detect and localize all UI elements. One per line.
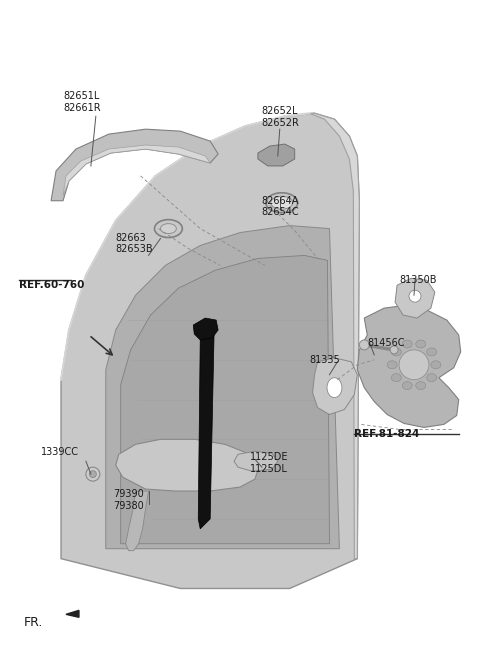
Text: 82663
82653B: 82663 82653B <box>116 233 153 254</box>
Text: 1125DE
1125DL: 1125DE 1125DL <box>250 452 288 474</box>
Ellipse shape <box>402 340 412 348</box>
Polygon shape <box>258 144 295 166</box>
Text: 81350B: 81350B <box>399 276 437 285</box>
Ellipse shape <box>160 224 176 234</box>
Polygon shape <box>234 451 278 471</box>
Ellipse shape <box>391 348 401 356</box>
Polygon shape <box>63 145 210 195</box>
Ellipse shape <box>427 348 437 356</box>
Ellipse shape <box>327 378 342 398</box>
Ellipse shape <box>89 470 96 478</box>
Ellipse shape <box>391 374 401 382</box>
Polygon shape <box>193 318 218 340</box>
Text: 82652L
82652R: 82652L 82652R <box>262 106 300 128</box>
Text: 79390
79380: 79390 79380 <box>113 489 144 510</box>
Ellipse shape <box>399 350 429 380</box>
Text: 81456C: 81456C <box>367 338 405 348</box>
Polygon shape <box>198 330 214 529</box>
Polygon shape <box>116 440 260 491</box>
Ellipse shape <box>427 374 437 382</box>
Ellipse shape <box>409 290 421 302</box>
Ellipse shape <box>271 196 293 209</box>
Text: 82664A
82654C: 82664A 82654C <box>262 195 300 217</box>
Ellipse shape <box>402 382 412 390</box>
Polygon shape <box>66 610 79 617</box>
Ellipse shape <box>387 361 397 369</box>
Text: FR.: FR. <box>23 617 43 629</box>
Ellipse shape <box>416 382 426 390</box>
Text: 81335: 81335 <box>310 355 340 365</box>
Ellipse shape <box>416 340 426 348</box>
Text: 82651L
82661R: 82651L 82661R <box>63 91 101 113</box>
Polygon shape <box>312 358 357 415</box>
Polygon shape <box>51 129 218 201</box>
Polygon shape <box>61 113 360 588</box>
Text: REF.81-824: REF.81-824 <box>354 430 420 440</box>
Polygon shape <box>120 255 329 544</box>
Polygon shape <box>395 278 435 318</box>
Ellipse shape <box>86 467 100 481</box>
Ellipse shape <box>390 346 398 354</box>
Polygon shape <box>106 226 339 548</box>
Polygon shape <box>126 491 148 550</box>
Ellipse shape <box>360 340 369 350</box>
Text: 1339CC: 1339CC <box>41 447 79 457</box>
Polygon shape <box>310 113 360 559</box>
Text: REF.60-760: REF.60-760 <box>19 280 84 290</box>
Polygon shape <box>357 305 461 428</box>
Ellipse shape <box>431 361 441 369</box>
